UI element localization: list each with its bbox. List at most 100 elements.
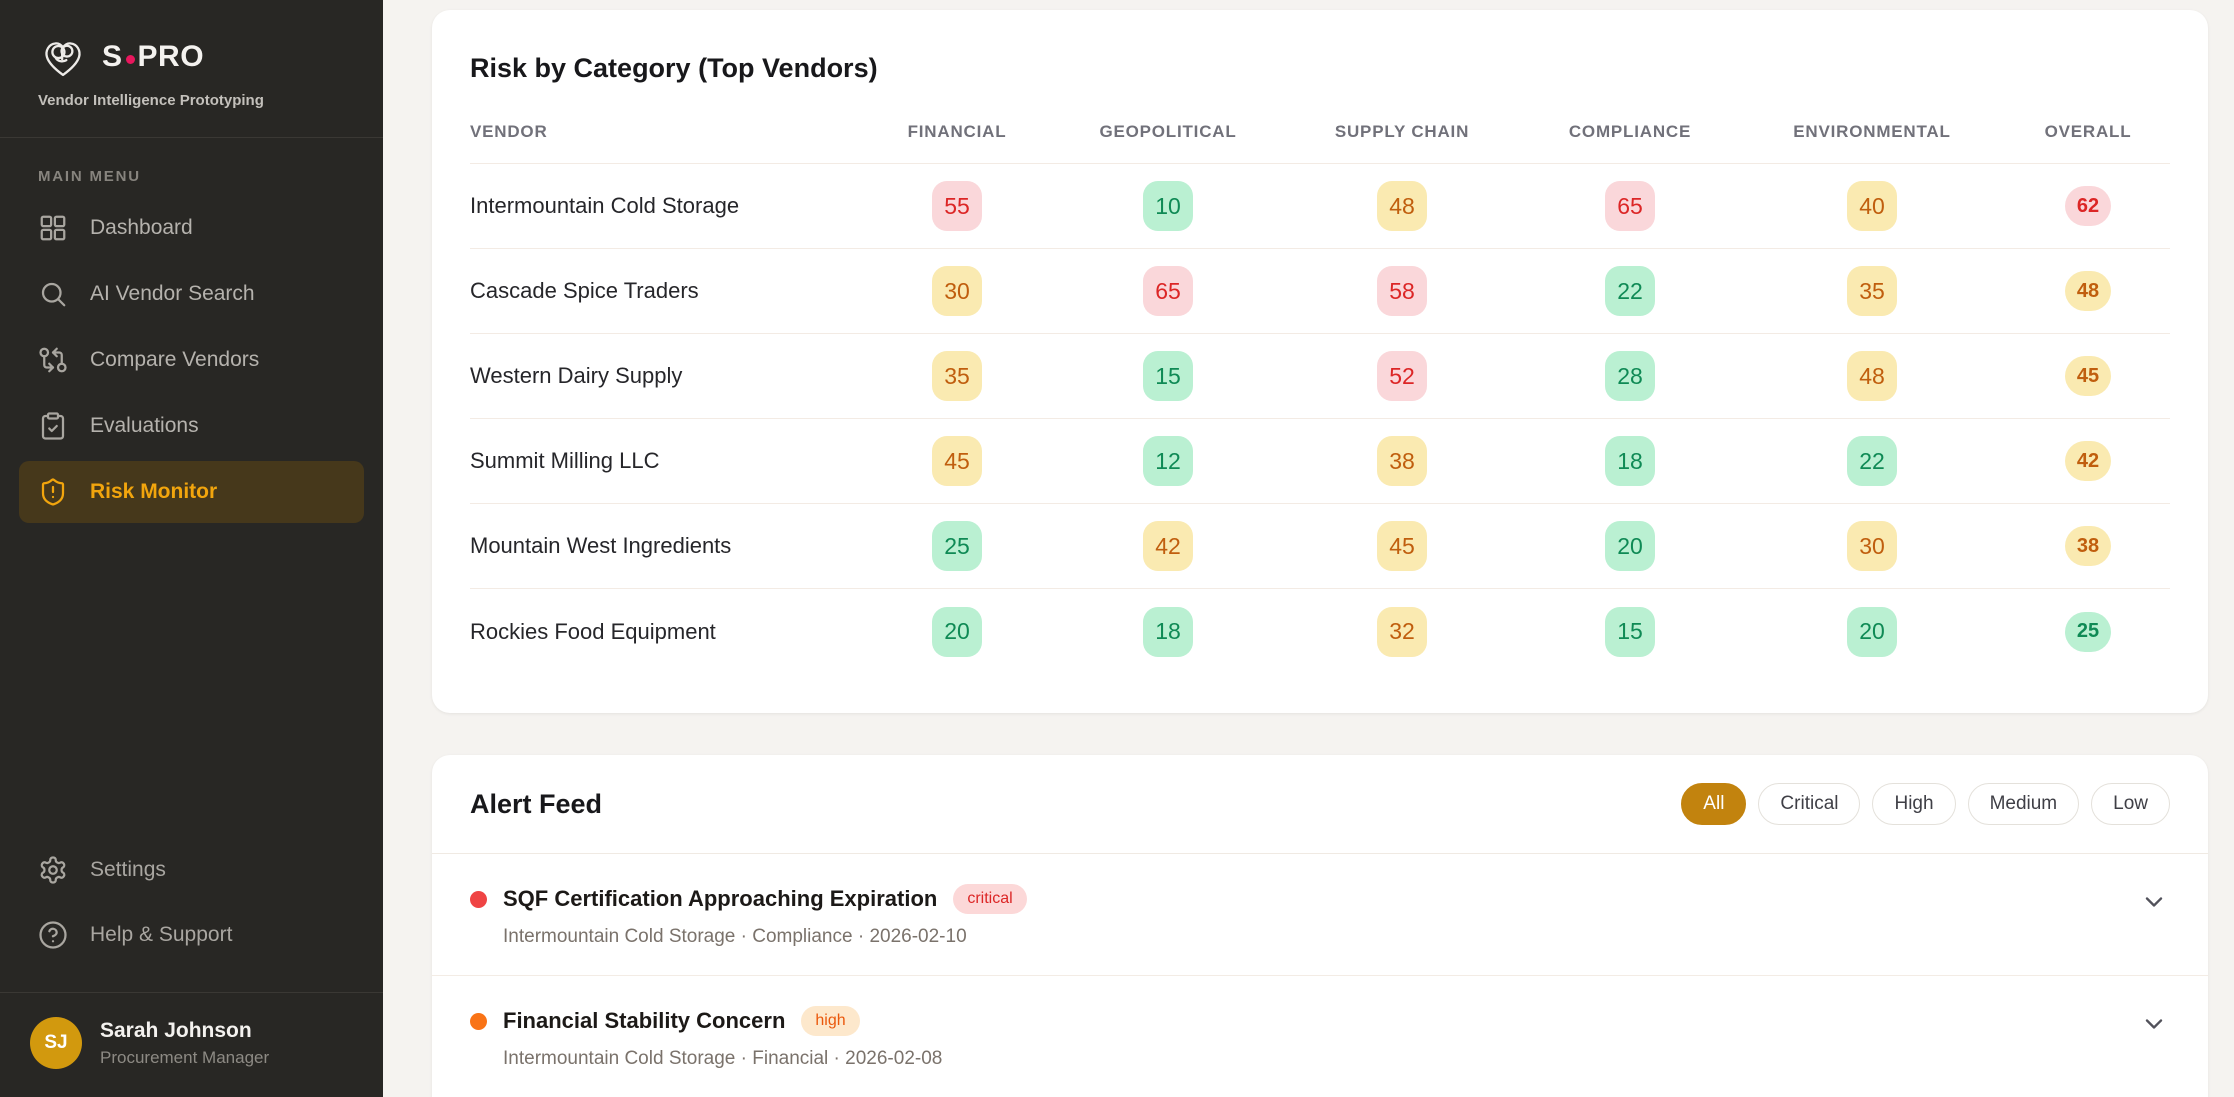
- score-badge: 22: [1847, 436, 1897, 486]
- alert-list: SQF Certification Approaching Expiration…: [432, 854, 2208, 1097]
- alert-meta: Intermountain Cold Storage · Compliance …: [503, 926, 967, 947]
- risk-table-title: Risk by Category (Top Vendors): [470, 53, 878, 83]
- table-row[interactable]: Cascade Spice Traders 30 65 58 22 35 48: [470, 249, 2170, 334]
- sidebar-item-label: Evaluations: [90, 414, 199, 437]
- score-badge: 48: [1847, 351, 1897, 401]
- score-badge: 15: [1605, 606, 1655, 657]
- help-circle-icon: [39, 921, 67, 949]
- filter-pill-critical[interactable]: Critical: [1758, 783, 1861, 825]
- score-badge: 52: [1377, 351, 1427, 401]
- filter-pill-high[interactable]: High: [1872, 783, 1956, 825]
- sidebar-section-label: MAIN MENU: [38, 168, 141, 185]
- alert-item[interactable]: SQF Certification Approaching Expiration…: [432, 854, 2208, 976]
- score-badge: 42: [1143, 521, 1193, 571]
- alert-feed-header: Alert Feed All Critical High Medium Low: [432, 755, 2208, 854]
- score-badge: 35: [1847, 266, 1897, 316]
- score-badge: 58: [1377, 266, 1427, 316]
- vendor-name: Cascade Spice Traders: [470, 278, 699, 303]
- brand-logo-icon: [45, 42, 81, 77]
- user-role: Procurement Manager: [100, 1047, 270, 1067]
- severity-dot-icon: [470, 890, 487, 908]
- overall-score-badge: 62: [2065, 186, 2111, 226]
- shield-alert-icon: [41, 478, 65, 506]
- severity-badge: critical: [953, 884, 1027, 914]
- alert-item[interactable]: Financial Stability Concern high Intermoun…: [432, 976, 2208, 1097]
- score-badge: 55: [932, 181, 982, 231]
- risk-table-body: Intermountain Cold Storage 55 10 48 65 40 62 Ca…: [470, 164, 2170, 674]
- alert-filters: All Critical High Medium Low: [1681, 783, 2170, 825]
- sidebar-item-label: Settings: [90, 858, 166, 881]
- sidebar-item-dashboard[interactable]: Dashboard: [19, 197, 364, 259]
- score-badge: 30: [932, 266, 982, 316]
- sidebar-item-label: Risk Monitor: [90, 480, 218, 503]
- score-badge: 35: [932, 351, 982, 401]
- avatar: SJ: [30, 1017, 82, 1069]
- score-badge: 45: [1377, 521, 1427, 571]
- severity-badge: high: [801, 1006, 860, 1036]
- brand-dot-icon: [125, 54, 135, 64]
- table-row[interactable]: Summit Milling LLC 45 12 38 18 22 42: [470, 419, 2170, 504]
- score-badge: 45: [932, 436, 982, 486]
- score-badge: 10: [1143, 181, 1193, 231]
- column-header-geopolitical: GEOPOLITICAL: [1099, 121, 1237, 141]
- clipboard-check-icon: [41, 412, 65, 440]
- sidebar: S PRO Vendor Intelligence Prototyping MA…: [0, 0, 383, 1097]
- column-header-financial: FINANCIAL: [907, 121, 1007, 141]
- vendor-name: Rockies Food Equipment: [470, 618, 716, 644]
- score-badge: 18: [1605, 436, 1655, 486]
- sidebar-item-ai-vendor-search[interactable]: AI Vendor Search: [19, 263, 364, 325]
- column-header-overall: OVERALL: [2044, 121, 2132, 141]
- vendor-name: Western Dairy Supply: [470, 363, 683, 388]
- score-badge: 20: [1605, 521, 1655, 571]
- vendor-name: Mountain West Ingredients: [470, 533, 732, 558]
- sidebar-item-label: Dashboard: [90, 216, 193, 239]
- table-row[interactable]: Rockies Food Equipment 20 18 32 15 20 25: [470, 589, 2170, 674]
- score-badge: 12: [1143, 436, 1193, 486]
- overall-score-badge: 48: [2065, 271, 2111, 311]
- score-badge: 40: [1847, 181, 1897, 231]
- sidebar-item-evaluations[interactable]: Evaluations: [19, 395, 364, 457]
- user-profile[interactable]: SJ Sarah Johnson Procurement Manager: [0, 993, 383, 1097]
- filter-pill-low[interactable]: Low: [2091, 783, 2170, 825]
- chevron-down-icon[interactable]: [2140, 888, 2168, 916]
- sidebar-item-compare-vendors[interactable]: Compare Vendors: [19, 329, 364, 391]
- compare-icon: [39, 347, 67, 373]
- brand-name: S PRO: [102, 40, 205, 73]
- score-badge: 28: [1605, 351, 1655, 401]
- sidebar-item-label: Help & Support: [90, 923, 233, 946]
- alert-title: Financial Stability Concern: [503, 1008, 786, 1033]
- column-header-compliance: COMPLIANCE: [1568, 121, 1692, 141]
- sidebar-item-settings[interactable]: Settings: [19, 839, 364, 901]
- score-badge: 65: [1143, 266, 1193, 316]
- sidebar-item-help-support[interactable]: Help & Support: [19, 904, 364, 966]
- search-icon: [41, 282, 66, 307]
- column-header-vendor: VENDOR: [470, 121, 548, 141]
- vendor-name: Intermountain Cold Storage: [470, 193, 740, 218]
- main-menu: Dashboard AI Vendor Search Compare Vendors…: [0, 197, 383, 523]
- table-row[interactable]: Intermountain Cold Storage 55 10 48 65 40 62: [470, 164, 2170, 249]
- chevron-down-icon[interactable]: [2140, 1010, 2168, 1038]
- filter-pill-medium[interactable]: Medium: [1967, 783, 2080, 825]
- score-badge: 65: [1605, 181, 1655, 231]
- table-row[interactable]: Western Dairy Supply 35 15 52 28 48 45: [470, 334, 2170, 419]
- score-badge: 20: [932, 606, 982, 657]
- score-badge: 20: [1847, 606, 1897, 657]
- score-badge: 25: [932, 521, 982, 571]
- user-name: Sarah Johnson: [100, 1018, 252, 1042]
- alert-feed-title: Alert Feed: [470, 789, 603, 819]
- sidebar-item-risk-monitor[interactable]: Risk Monitor: [19, 461, 364, 523]
- brand: S PRO Vendor Intelligence Prototyping: [0, 0, 383, 138]
- overall-score-badge: 25: [2065, 611, 2111, 652]
- score-badge: 22: [1605, 266, 1655, 316]
- main-content: Risk by Category (Top Vendors) VENDOR FIN…: [383, 0, 2234, 1097]
- score-badge: 18: [1143, 606, 1193, 657]
- alert-meta: Intermountain Cold Storage · Financial ·…: [503, 1048, 943, 1069]
- score-badge: 15: [1143, 351, 1193, 401]
- column-header-supply-chain: SUPPLY CHAIN: [1334, 121, 1470, 141]
- score-badge: 38: [1377, 436, 1427, 486]
- footer-menu: Settings Help & Support: [0, 839, 383, 966]
- brand-tagline: Vendor Intelligence Prototyping: [38, 92, 264, 109]
- filter-pill-all[interactable]: All: [1681, 783, 1747, 825]
- table-row[interactable]: Mountain West Ingredients 25 42 45 20 30 38: [470, 504, 2170, 589]
